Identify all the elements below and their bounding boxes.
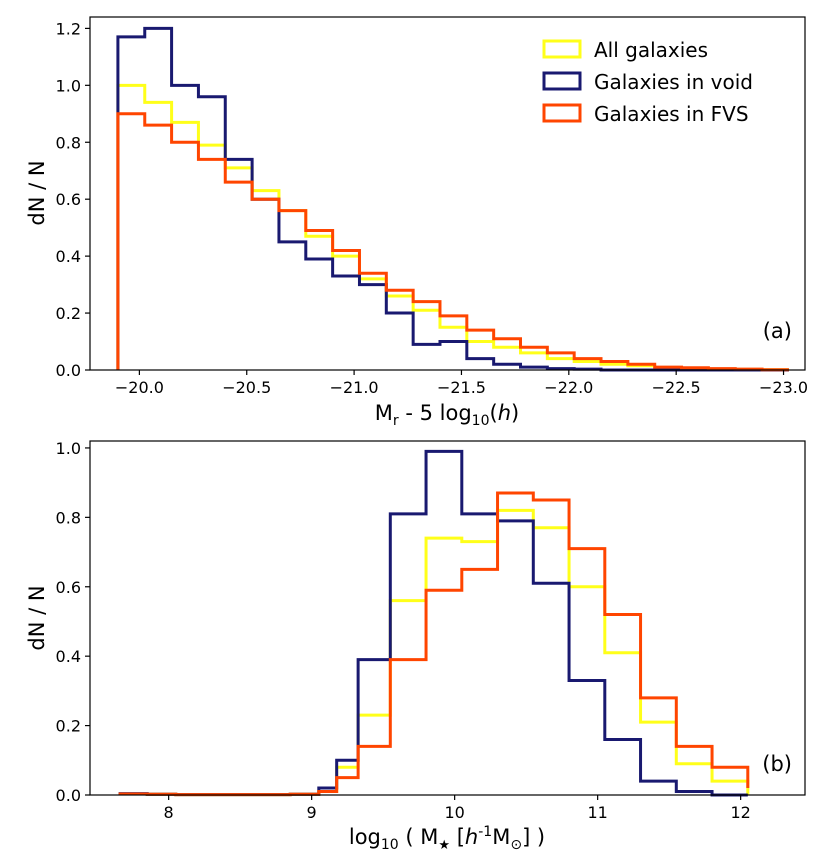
- panel-a-x-ticks: −20.0 −20.5 −21.0 −21.5 −22.0 −22.5 −23.0: [115, 370, 808, 397]
- panel-b-y-tick-label: 0.2: [56, 717, 81, 736]
- legend-swatch-all: [542, 39, 582, 59]
- panel-a-frame: [89, 16, 806, 371]
- panel-a-x-tick-label: −21.5: [437, 378, 486, 397]
- panel-a-y-tick-label: 0.0: [56, 361, 81, 380]
- panel-a-y-tick-label: 1.0: [56, 76, 81, 95]
- panel-a-x-tick-label: −21.0: [330, 378, 379, 397]
- panel-b-series: [118, 449, 750, 797]
- panel-b-x-ticks: 8 9 10 11 12: [164, 795, 751, 822]
- panel-b-x-tick-label: 9: [307, 803, 317, 822]
- panel-a-x-tick-label: −23.0: [759, 378, 808, 397]
- panel-b-series-all-galaxies: [118, 508, 750, 797]
- panel-b-x-axis-label: log10 ( M★ [h-1M⊙] ): [349, 824, 545, 852]
- panel-b-y-tick-label: 0.4: [56, 647, 81, 666]
- panel-b-x-tick-label: 10: [444, 803, 464, 822]
- panel-a-y-ticks: 0.0 0.2 0.4 0.6 0.8 1.0 1.2: [56, 19, 90, 380]
- panel-b-x-tick-label: 12: [730, 803, 750, 822]
- panel-a-x-tick-label: −22.0: [544, 378, 593, 397]
- panel-b-y-ticks: 0.0 0.2 0.4 0.6 0.8 1.0: [56, 439, 90, 805]
- panel-b-label: (b): [762, 752, 792, 776]
- panel-a-series-all-galaxies: [116, 83, 789, 372]
- panel-a-y-tick-label: 0.6: [56, 190, 81, 209]
- legend: All galaxies Galaxies in void Galaxies i…: [542, 38, 753, 126]
- panel-b-x-tick-label: 8: [164, 803, 174, 822]
- panel-a-y-axis-label: dN / N: [25, 160, 49, 225]
- panel-a-y-tick-label: 0.8: [56, 133, 81, 152]
- legend-swatch-fvs: [542, 103, 582, 123]
- legend-swatch-void: [542, 71, 582, 91]
- panel-a-x-tick-label: −22.5: [652, 378, 701, 397]
- panel-b-y-axis-label: dN / N: [25, 585, 49, 650]
- panel-b: 8 9 10 11 12 0.0 0.2 0.4 0.6 0.8 1.0 (b) dN / N l…: [25, 439, 806, 852]
- panel-a-x-tick-label: −20.0: [115, 378, 164, 397]
- panel-b-x-tick-label: 11: [587, 803, 607, 822]
- panel-b-y-tick-label: 0.0: [56, 786, 81, 805]
- panel-a-x-axis-label: Mr - 5 log10(h): [375, 401, 519, 429]
- panel-a: −20.0 −20.5 −21.0 −21.5 −22.0 −22.5 −23.0 0.00…: [25, 16, 808, 429]
- panel-a-series-galaxies-in-fvs: [116, 112, 789, 372]
- legend-label-all: All galaxies: [594, 38, 708, 62]
- panel-b-series-galaxies-in-void: [118, 449, 748, 797]
- legend-label-fvs: Galaxies in FVS: [594, 102, 749, 126]
- panel-b-y-tick-label: 0.8: [56, 508, 81, 527]
- panel-b-y-tick-label: 0.6: [56, 578, 81, 597]
- legend-label-void: Galaxies in void: [594, 70, 753, 94]
- panel-a-y-tick-label: 0.2: [56, 304, 81, 323]
- panel-b-frame: [89, 440, 806, 796]
- panel-a-x-tick-label: −20.5: [222, 378, 271, 397]
- panel-a-label: (a): [763, 319, 792, 343]
- panel-b-y-tick-label: 1.0: [56, 439, 81, 458]
- panel-a-y-tick-label: 0.4: [56, 247, 81, 266]
- panel-a-y-tick-label: 1.2: [56, 19, 81, 38]
